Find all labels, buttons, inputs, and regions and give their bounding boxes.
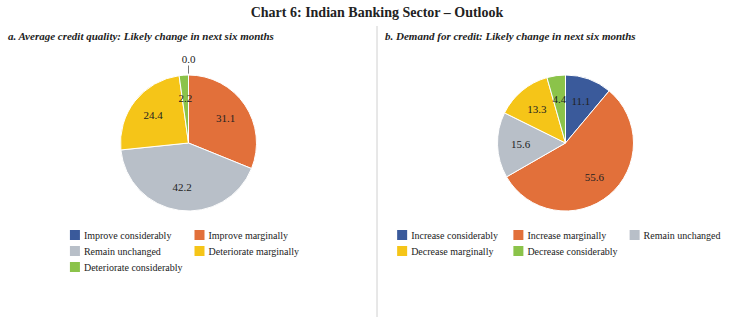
- chart: Chart 6: Indian Banking Sector – Outlook…: [0, 0, 754, 323]
- legend-item: Deteriorate marginally: [195, 246, 300, 257]
- divider: [377, 26, 378, 317]
- legend: Increase considerably Increase marginally…: [397, 230, 720, 257]
- legend-label: Decrease considerably: [527, 246, 617, 257]
- legend-label: Improve considerably: [84, 230, 171, 241]
- data-label: 4.4: [552, 93, 566, 105]
- legend-item: Remain unchanged: [630, 230, 721, 241]
- data-label: 13.3: [527, 103, 547, 115]
- panel: a. Average credit quality: Likely change…: [8, 30, 299, 273]
- slice: [179, 75, 188, 143]
- legend-item: Remain unchanged: [70, 246, 161, 257]
- legend-swatch: [513, 230, 523, 240]
- legend-item: Improve marginally: [195, 230, 289, 241]
- legend-label: Deteriorate considerably: [84, 262, 183, 273]
- subtitle: a. Average credit quality: Likely change…: [8, 30, 274, 42]
- legend-swatch: [195, 230, 205, 240]
- data-labels: 0.0 31.1 42.2 24.4 2.2: [144, 53, 236, 194]
- legend-label: Increase considerably: [411, 230, 498, 241]
- slice: [121, 76, 189, 150]
- legend-swatch: [70, 262, 80, 272]
- legend-item: Decrease considerably: [513, 246, 617, 257]
- legend-label: Improve marginally: [209, 230, 289, 241]
- legend-swatch: [397, 246, 407, 256]
- legend-swatch: [630, 230, 640, 240]
- slice: [547, 75, 566, 143]
- legend-label: Decrease marginally: [411, 246, 493, 257]
- legend-item: Deteriorate considerably: [70, 262, 183, 273]
- legend-swatch: [70, 246, 80, 256]
- data-label: 55.6: [585, 171, 605, 183]
- slices: [121, 75, 257, 211]
- legend-label: Remain unchanged: [84, 246, 161, 257]
- legend-label: Increase marginally: [527, 230, 606, 241]
- subtitle: b. Demand for credit: Likely change in n…: [385, 30, 636, 42]
- data-label: 31.1: [216, 112, 235, 124]
- legend-swatch: [397, 230, 407, 240]
- title: Chart 6: Indian Banking Sector – Outlook: [251, 5, 504, 20]
- legend-label: Deteriorate marginally: [209, 246, 300, 257]
- data-label: 0.0: [182, 53, 196, 65]
- legend-item: Decrease marginally: [397, 246, 493, 257]
- slices: [497, 75, 633, 211]
- legend-label: Remain unchanged: [644, 230, 721, 241]
- legend-item: Increase considerably: [397, 230, 498, 241]
- legend-swatch: [513, 246, 523, 256]
- legend-swatch: [70, 230, 80, 240]
- data-label: 11.1: [571, 95, 590, 107]
- legend-item: Improve considerably: [70, 230, 171, 241]
- legend: Improve considerably Improve marginally Re…: [70, 230, 299, 273]
- data-label: 42.2: [173, 181, 192, 193]
- slice: [121, 143, 252, 211]
- data-label: 2.2: [179, 92, 193, 104]
- data-label: 24.4: [144, 109, 164, 121]
- data-label: 15.6: [511, 138, 531, 150]
- data-labels: 11.1 55.6 15.6 13.3 4.4: [511, 93, 604, 184]
- legend-swatch: [195, 246, 205, 256]
- panel: b. Demand for credit: Likely change in n…: [385, 30, 721, 257]
- leader-line: [188, 65, 189, 73]
- legend-item: Increase marginally: [513, 230, 606, 241]
